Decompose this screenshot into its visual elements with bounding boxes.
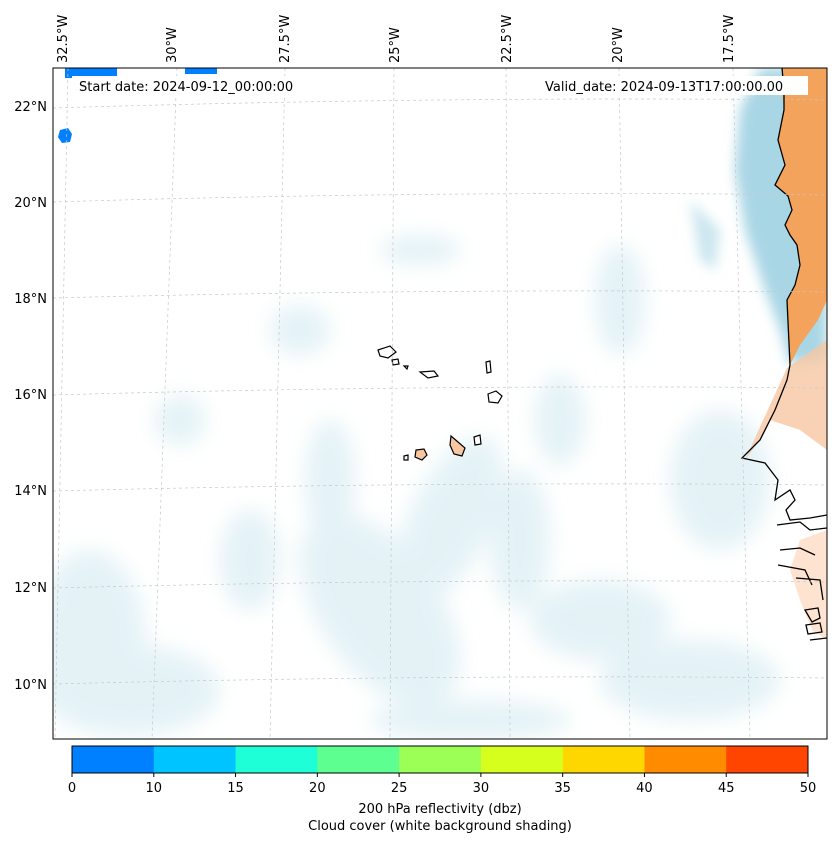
colorbar-tick-label: 0	[68, 781, 76, 796]
island-sao-vicente	[391, 358, 400, 366]
lat-label: 12°N	[14, 581, 47, 596]
mauritania-land	[775, 68, 827, 365]
lat-label: 18°N	[14, 292, 47, 307]
colorbar-label-line1: 200 hPa reflectivity (dbz)	[358, 802, 521, 817]
colorbar-tick-label: 25	[391, 781, 408, 796]
senegal-land	[745, 340, 827, 460]
island-maio	[473, 434, 482, 446]
cloud-cover-shading	[53, 235, 780, 739]
colorbar-segment	[726, 746, 809, 773]
colorbar-segment	[644, 746, 727, 773]
coastline	[740, 68, 827, 641]
lon-label: 30°W	[165, 27, 180, 63]
colorbar-segment	[235, 746, 318, 773]
guinea-land	[790, 530, 827, 640]
colorbar-tick-label: 35	[554, 781, 571, 796]
lon-label: 17.5°W	[722, 15, 737, 63]
lat-label: 14°N	[14, 484, 47, 499]
africa-land	[745, 68, 827, 640]
island-fogo	[414, 448, 428, 461]
colorbar-tick-label: 15	[227, 781, 244, 796]
island-sal	[485, 360, 492, 374]
colorbar-tick-label: 20	[309, 781, 326, 796]
lon-label: 20°W	[611, 27, 626, 63]
graticule	[53, 68, 827, 739]
map-frame	[52, 67, 828, 740]
colorbar-segment	[72, 746, 155, 773]
lat-label: 10°N	[14, 678, 47, 693]
colorbar-segment	[480, 746, 564, 773]
colorbar-segment	[562, 746, 645, 773]
start-date-label: Start date: 2024-09-12_00:00:00	[79, 80, 293, 95]
start-date-box	[72, 76, 318, 95]
island-sao-nicolau	[418, 370, 440, 379]
colorbar-tick-label: 30	[473, 781, 490, 796]
cape-verde-islands	[377, 345, 503, 461]
colorbar-ticks: 0 10 15 20 25 30 35 40 45 50	[68, 773, 816, 796]
island-santiago	[449, 434, 466, 457]
colorbar-frame	[71, 745, 809, 774]
latitude-labels: 22°N 20°N 18°N 16°N 14°N 12°N 10°N	[14, 100, 47, 693]
colorbar-segment	[399, 746, 482, 773]
lon-label: 27.5°W	[278, 15, 293, 63]
island-boa-vista	[487, 390, 503, 404]
colorbar-segment	[153, 746, 237, 773]
lon-label: 25°W	[388, 27, 403, 63]
colorbar-tick-label: 40	[636, 781, 653, 796]
valid-date-box	[540, 76, 808, 95]
reflectivity-patches	[58, 68, 217, 143]
colorbar	[71, 745, 809, 774]
lat-label: 20°N	[14, 196, 47, 211]
lon-label: 22.5°W	[500, 15, 515, 63]
longitude-labels: 32.5°W 30°W 27.5°W 25°W 22.5°W 20°W 17.5…	[56, 15, 737, 63]
lat-label: 22°N	[14, 100, 47, 115]
colorbar-tick-label: 45	[718, 781, 735, 796]
island-santa-luzia	[402, 365, 409, 371]
colorbar-label-line2: Cloud cover (white background shading)	[308, 819, 572, 834]
valid-date-label: Valid_date: 2024-09-13T17:00:00.00	[545, 80, 783, 95]
colorbar-tick-label: 10	[146, 781, 163, 796]
island-santo-antao	[377, 345, 397, 359]
map-panel	[53, 68, 827, 739]
island-brava	[403, 454, 409, 461]
colorbar-segment	[317, 746, 400, 773]
lon-label: 32.5°W	[56, 15, 71, 63]
colorbar-tick-label: 50	[800, 781, 817, 796]
lat-label: 16°N	[14, 388, 47, 403]
